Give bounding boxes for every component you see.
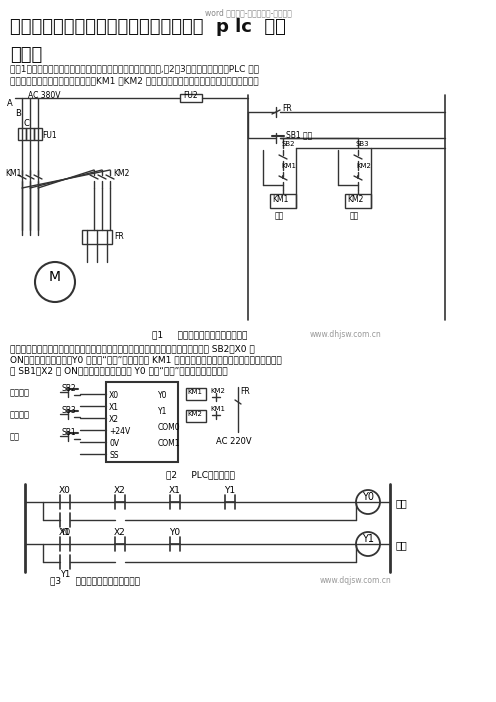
Text: FU2: FU2 (183, 91, 197, 100)
Text: FR: FR (282, 104, 292, 113)
Text: 在图1是三相异步电动机正反转控制的电路和继电器控制电路图,图2与3是功能与它相同的PLC 控制: 在图1是三相异步电动机正反转控制的电路和继电器控制电路图,图2与3是功能与它相同… (10, 64, 259, 73)
Bar (186, 410, 206, 422)
Text: Y0: Y0 (60, 528, 70, 537)
Text: 反转起动: 反转起动 (10, 410, 30, 419)
Text: 图2     PLC外部接线图: 图2 PLC外部接线图 (166, 470, 235, 479)
Text: KM1: KM1 (187, 389, 202, 395)
Bar (26, 128, 34, 140)
Text: X2: X2 (114, 528, 126, 537)
Text: 反转: 反转 (350, 211, 359, 220)
Text: FU1: FU1 (42, 131, 57, 140)
Text: FR: FR (114, 232, 124, 241)
Bar (18, 128, 26, 140)
Text: COM0: COM0 (158, 423, 181, 432)
Text: X1: X1 (109, 403, 119, 412)
Text: 鈕 SB1，X2 变 ON，其常闭触点断开，使 Y0 线圈“失电”，电动机停止运行。: 鈕 SB1，X2 变 ON，其常闭触点断开，使 Y0 线圈“失电”，电动机停止运… (10, 366, 228, 375)
Text: 在梯形图中，用两个起保停电路来分别控制电动机的正转和反转。按下正转启动按鈕 SB2，X0 变: 在梯形图中，用两个起保停电路来分别控制电动机的正转和反转。按下正转启动按鈕 SB… (10, 344, 255, 353)
Text: KM1: KM1 (272, 195, 288, 204)
Text: KM2: KM2 (113, 169, 129, 178)
Text: 正转: 正转 (396, 498, 408, 508)
Text: SB1: SB1 (62, 428, 76, 437)
Text: SB3: SB3 (62, 406, 77, 415)
Text: 停止: 停止 (10, 432, 20, 441)
Text: AC 380V: AC 380V (28, 91, 61, 100)
Text: SB1 停车: SB1 停车 (286, 130, 312, 139)
Text: 系统的外部接线图和梯形图。其中，KM1 和KM2 分别是控制正转运行和反转运行的交流接触器。: 系统的外部接线图和梯形图。其中，KM1 和KM2 分别是控制正转运行和反转运行的… (10, 76, 258, 85)
Text: Y1: Y1 (60, 570, 70, 579)
Text: SB2: SB2 (62, 384, 76, 393)
Text: 正转: 正转 (275, 211, 284, 220)
Bar (180, 94, 202, 102)
Text: www.dhjsw.com.cn: www.dhjsw.com.cn (310, 330, 382, 339)
Text: word 专业资料-可复制编辑-欢迎下载: word 专业资料-可复制编辑-欢迎下载 (204, 8, 292, 17)
Text: C: C (23, 119, 29, 128)
Text: 图1     异步电动机正反转控制电路图: 图1 异步电动机正反转控制电路图 (152, 330, 248, 339)
Text: ON，其常开触点接通，Y0 的线圈“得电”并自保，使 KM1 的线圈通电，电机开始正转运行。按下停止按: ON，其常开触点接通，Y0 的线圈“得电”并自保，使 KM1 的线圈通电，电机开… (10, 355, 282, 364)
Text: 图3     异步电动机正反转控制电路: 图3 异步电动机正反转控制电路 (50, 576, 140, 585)
Text: www.dqjsw.com.cn: www.dqjsw.com.cn (320, 576, 392, 585)
Text: B: B (15, 109, 21, 118)
Text: X2: X2 (114, 486, 126, 495)
Text: KM2: KM2 (210, 388, 225, 394)
Bar (345, 194, 371, 208)
Text: Y0: Y0 (170, 528, 181, 537)
Text: Y0: Y0 (158, 391, 168, 400)
Bar (186, 388, 206, 400)
Text: SB3: SB3 (356, 141, 370, 147)
Text: KM2: KM2 (187, 411, 202, 417)
Text: X0: X0 (109, 391, 119, 400)
Text: +24V: +24V (109, 427, 130, 436)
Text: SB2: SB2 (281, 141, 295, 147)
Text: 与编程: 与编程 (10, 46, 42, 64)
Text: SS: SS (109, 451, 119, 460)
Bar (34, 128, 42, 140)
Text: 反转: 反转 (396, 540, 408, 550)
Text: Y0: Y0 (362, 492, 374, 502)
Text: X1: X1 (169, 486, 181, 495)
Text: AC 220V: AC 220V (216, 437, 251, 446)
Text: X1: X1 (59, 528, 71, 537)
Text: Y1: Y1 (158, 407, 167, 416)
Text: KM2: KM2 (347, 195, 364, 204)
Text: 三相异步电动机正反转控制电路图原理及  p lc  接线: 三相异步电动机正反转控制电路图原理及 p lc 接线 (10, 18, 286, 36)
Text: M: M (49, 270, 61, 284)
Text: FR: FR (240, 387, 250, 396)
Text: KM1: KM1 (281, 163, 296, 169)
Text: X0: X0 (59, 486, 71, 495)
Text: 正转起动: 正转起动 (10, 388, 30, 397)
Text: KM1: KM1 (210, 406, 225, 412)
Text: A: A (7, 99, 13, 108)
Text: 0V: 0V (109, 439, 119, 448)
Text: Y1: Y1 (224, 486, 236, 495)
Text: KM2: KM2 (356, 163, 371, 169)
Bar (106, 382, 178, 462)
Text: COM1: COM1 (158, 439, 181, 448)
Bar (82, 230, 112, 244)
Text: X2: X2 (109, 415, 119, 424)
Text: Y1: Y1 (362, 534, 374, 544)
Text: KM1: KM1 (5, 169, 21, 178)
Bar (270, 194, 296, 208)
